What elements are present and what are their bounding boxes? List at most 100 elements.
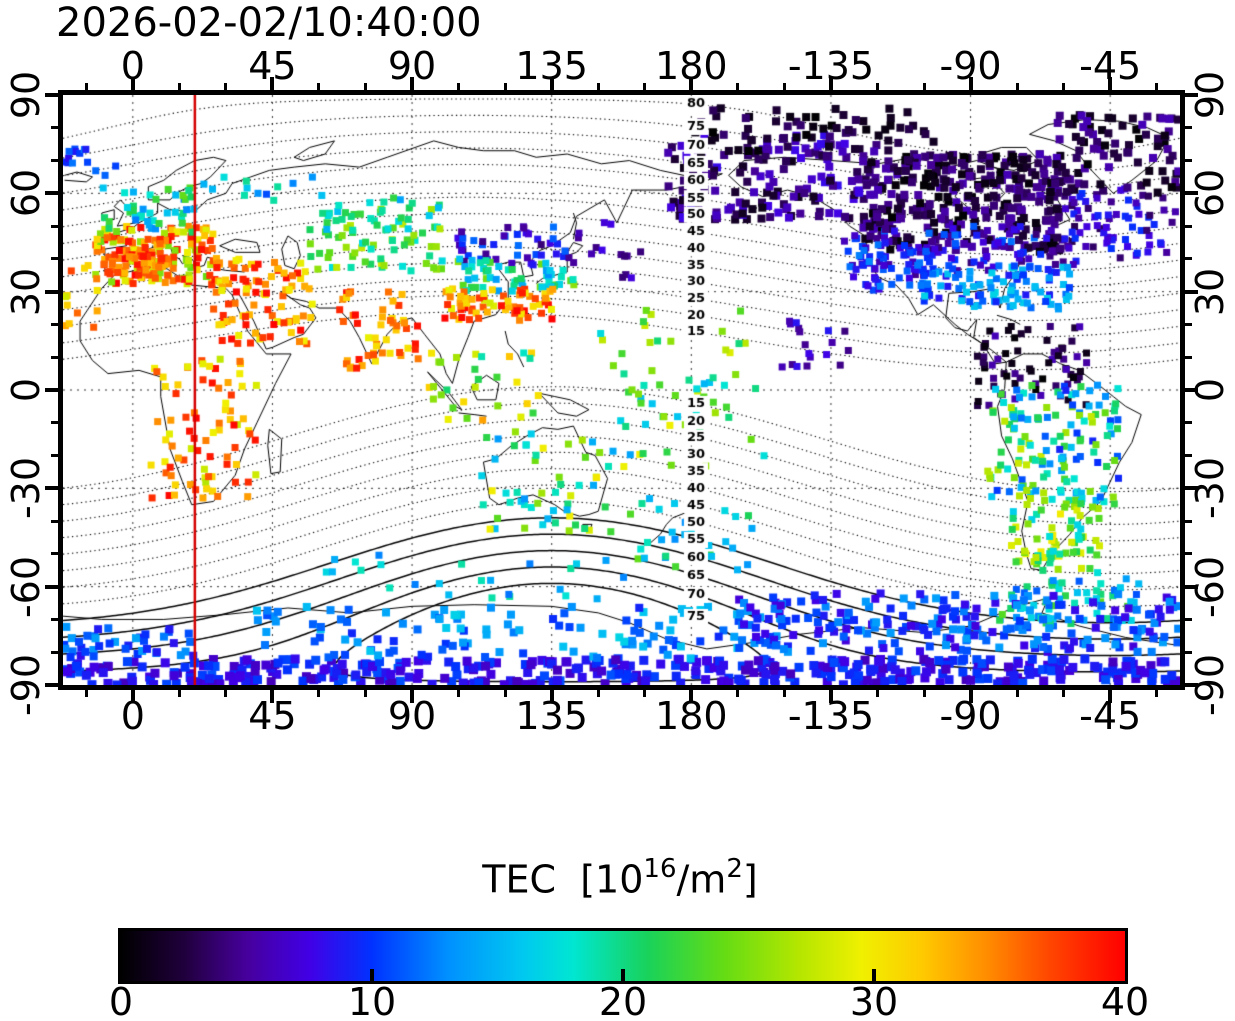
colorbar-title-exponent: 16: [643, 854, 677, 884]
y-axis-left-tick: [45, 683, 58, 687]
y-axis-left-tick: [45, 584, 58, 589]
x-axis-bottom-minor-tick: [84, 690, 88, 697]
y-axis-right-minor-tick: [1185, 126, 1192, 130]
y-axis-left-tick: [45, 191, 58, 196]
x-axis-top-minor-tick: [457, 83, 461, 90]
y-axis-left-minor-tick: [51, 519, 58, 523]
x-axis-top-tick: [828, 77, 833, 90]
y-axis-left-minor-tick: [51, 552, 58, 556]
y-axis-left-tick: [45, 289, 58, 294]
colorbar-title: TEC [1016/m2]: [482, 854, 758, 902]
y-axis-right-tick: [1185, 289, 1198, 294]
x-axis-bottom-tick: [410, 690, 415, 703]
x-axis-top-minor-tick: [84, 83, 88, 90]
x-axis-top-minor-tick: [317, 83, 321, 90]
y-axis-left-minor-tick: [51, 126, 58, 130]
colorbar-title-end: ]: [742, 857, 758, 902]
x-axis-top-minor-tick: [364, 83, 368, 90]
x-axis-bottom-minor-tick: [503, 690, 507, 697]
x-axis-top-minor-tick: [1062, 83, 1066, 90]
y-axis-left-tick-label: 0: [4, 377, 48, 403]
x-axis-bottom-minor-tick: [782, 690, 786, 697]
x-axis-bottom-tick: [968, 690, 973, 703]
y-axis-left-tick-label: 30: [4, 267, 48, 316]
y-axis-right-minor-tick: [1185, 650, 1192, 654]
world-tec-map-canvas: [63, 95, 1180, 685]
y-axis-left-tick-label: -90: [4, 653, 48, 717]
timestamp-title: 2026-02-02/10:40:00: [56, 0, 482, 46]
y-axis-left-minor-tick: [51, 454, 58, 458]
colorbar-tick-label: 20: [598, 980, 648, 1021]
x-axis-bottom-tick: [270, 690, 275, 703]
y-axis-right-minor-tick: [1185, 552, 1192, 556]
x-axis-top-minor-tick: [875, 83, 879, 90]
x-axis-top-minor-tick: [782, 83, 786, 90]
colorbar-tick-label: 40: [1100, 980, 1150, 1021]
x-axis-bottom-minor-tick: [317, 690, 321, 697]
x-axis-top-minor-tick: [224, 83, 228, 90]
x-axis-top-tick: [410, 77, 415, 90]
y-axis-right-minor-tick: [1185, 454, 1192, 458]
x-axis-bottom-minor-tick: [364, 690, 368, 697]
x-axis-top-tick: [968, 77, 973, 90]
x-axis-top-minor-tick: [177, 83, 181, 90]
y-axis-right-tick: [1185, 388, 1198, 392]
x-axis-top-minor-tick: [503, 83, 507, 90]
y-axis-right-minor-tick: [1185, 519, 1192, 523]
colorbar-tick-label: 10: [347, 980, 397, 1021]
x-axis-bottom-minor-tick: [177, 690, 181, 697]
x-axis-bottom-minor-tick: [1015, 690, 1019, 697]
colorbar-tick-label: 30: [849, 980, 899, 1021]
x-axis-bottom-minor-tick: [596, 690, 600, 697]
x-axis-bottom-tick: [1108, 690, 1113, 703]
y-axis-right-minor-tick: [1185, 322, 1192, 326]
x-axis-bottom-minor-tick: [1155, 690, 1159, 697]
y-axis-left-tick-label: 90: [4, 70, 48, 120]
colorbar-title-exponent2: 2: [726, 854, 743, 884]
x-axis-bottom-minor-tick: [643, 690, 647, 697]
y-axis-right-tick: [1185, 191, 1198, 196]
y-axis-left-minor-tick: [51, 421, 58, 425]
y-axis-left-tick-label: -30: [4, 457, 48, 520]
x-axis-top-tick: [270, 77, 275, 90]
y-axis-right-tick: [1185, 683, 1198, 687]
y-axis-right-minor-tick: [1185, 159, 1192, 163]
x-axis-top-minor-tick: [1155, 83, 1159, 90]
x-axis-top-minor-tick: [643, 83, 647, 90]
y-axis-left-minor-tick: [51, 159, 58, 163]
x-axis-top-minor-tick: [736, 83, 740, 90]
x-axis-top-tick: [689, 77, 694, 90]
y-axis-left-tick-label: 60: [4, 169, 48, 218]
y-axis-right-minor-tick: [1185, 355, 1192, 359]
colorbar-tick: [872, 969, 876, 981]
x-axis-bottom-tick: [689, 690, 694, 703]
y-axis-right-minor-tick: [1185, 421, 1192, 425]
y-axis-right-minor-tick: [1185, 257, 1192, 261]
x-axis-bottom-minor-tick: [1062, 690, 1066, 697]
y-axis-left-minor-tick: [51, 322, 58, 326]
colorbar: [118, 928, 1128, 984]
x-axis-top-tick: [130, 77, 135, 90]
x-axis-bottom-tick: [130, 690, 135, 703]
y-axis-right-tick: [1185, 584, 1198, 589]
y-axis-right-minor-tick: [1185, 617, 1192, 621]
x-axis-bottom-minor-tick: [457, 690, 461, 697]
x-axis-bottom-tick: [828, 690, 833, 703]
colorbar-tick-label: 0: [108, 980, 134, 1021]
x-axis-bottom-minor-tick: [922, 690, 926, 697]
y-axis-left-tick-label: -60: [4, 555, 48, 618]
map-plot-area: [58, 90, 1185, 690]
y-axis-right-tick: [1185, 486, 1198, 491]
x-axis-top-tick: [1108, 77, 1113, 90]
y-axis-left-tick: [45, 388, 58, 392]
y-axis-left-minor-tick: [51, 355, 58, 359]
y-axis-right-minor-tick: [1185, 224, 1192, 228]
x-axis-bottom-minor-tick: [736, 690, 740, 697]
colorbar-title-mid: /m: [676, 857, 727, 902]
x-axis-top-minor-tick: [596, 83, 600, 90]
y-axis-left-tick: [45, 93, 58, 97]
colorbar-tick: [370, 969, 374, 981]
y-axis-right-tick: [1185, 93, 1198, 97]
y-axis-left-minor-tick: [51, 650, 58, 654]
